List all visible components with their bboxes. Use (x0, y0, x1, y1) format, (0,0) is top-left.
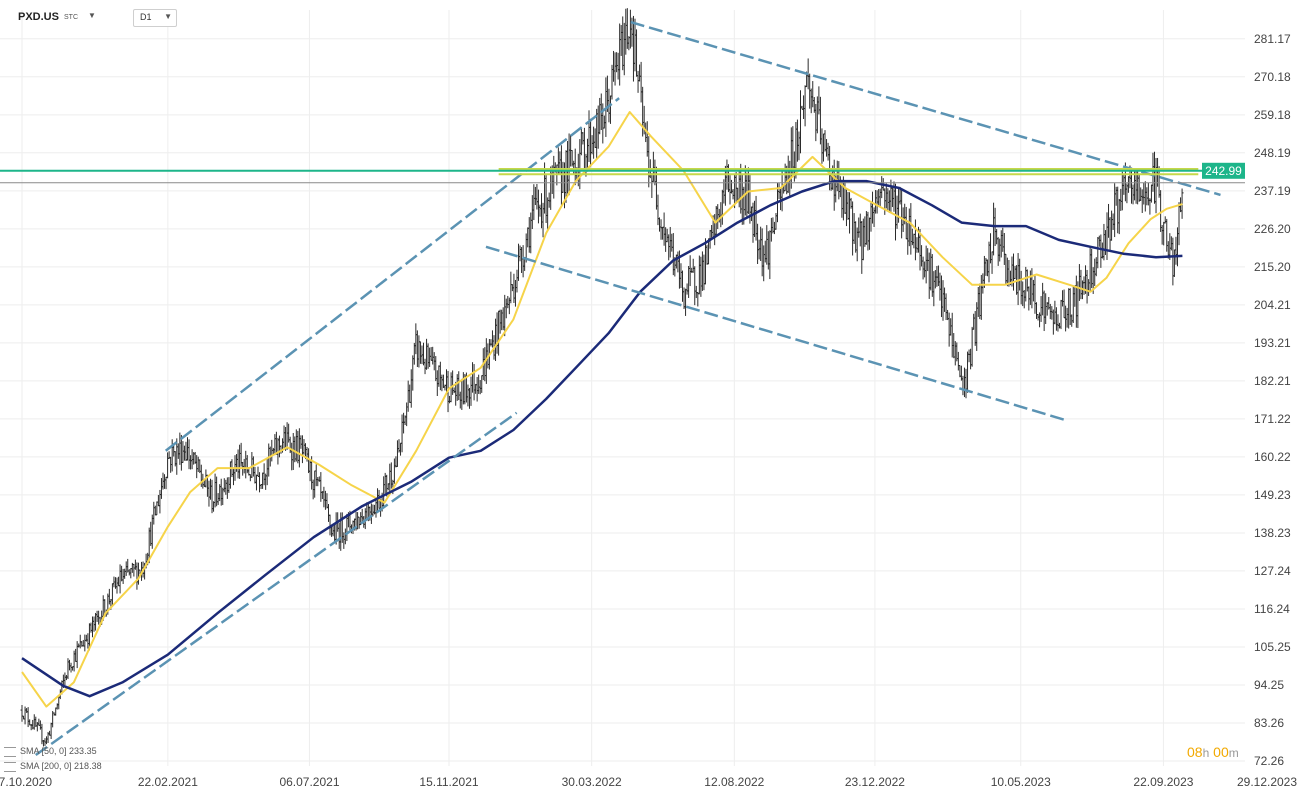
indicator-legend-sma200[interactable]: SMA [200, 0] 218.38 (4, 761, 102, 772)
countdown-hours: 08 (1187, 744, 1203, 760)
y-tick-label: 281.17 (1254, 32, 1291, 46)
timeframe-value: D1 (140, 12, 152, 22)
y-tick-label: 116.24 (1254, 602, 1290, 616)
indicator-icon (4, 746, 16, 757)
symbol-market: STC (64, 14, 78, 21)
sma50-line (21, 111, 1183, 708)
y-tick-label: 72.26 (1254, 754, 1284, 768)
trendline-descending-upper[interactable] (630, 20, 1221, 197)
y-tick-label: 193.21 (1254, 336, 1291, 350)
y-tick-label: 226.20 (1254, 222, 1291, 236)
timeframe-select[interactable]: D1 ▼ (133, 9, 177, 27)
x-tick-label: 22.02.2021 (138, 775, 198, 789)
y-tick-label: 248.19 (1254, 146, 1291, 160)
chart-grid (0, 10, 1268, 766)
indicator-legend-sma50[interactable]: SMA [50, 0] 233.35 (4, 746, 97, 757)
x-tick-label: 22.09.2023 (1133, 775, 1193, 789)
sma200-line (21, 179, 1183, 698)
symbol-name[interactable]: PXD.US (18, 11, 59, 23)
y-tick-label: 160.22 (1254, 450, 1291, 464)
x-tick-label: 06.07.2021 (279, 775, 339, 789)
chevron-down-icon[interactable]: ▼ (88, 11, 96, 20)
price-bar (20, 705, 24, 722)
price-axis-background (1245, 0, 1314, 799)
chevron-down-icon: ▼ (164, 12, 172, 21)
trendline-channel-lower[interactable] (35, 411, 518, 757)
y-tick-label: 171.22 (1254, 412, 1291, 426)
trendline-channel-upper[interactable] (164, 97, 620, 452)
x-tick-label: 07.10.2020 (0, 775, 52, 789)
y-tick-label: 105.25 (1254, 640, 1291, 654)
countdown-minutes: 00 (1213, 744, 1229, 760)
price-bars (20, 8, 1184, 747)
y-tick-label: 215.20 (1254, 260, 1291, 274)
y-tick-label: 259.18 (1254, 108, 1291, 122)
indicator-value: 218.38 (74, 761, 102, 771)
level-badge (1202, 162, 1245, 179)
y-tick-label: 127.24 (1254, 564, 1291, 578)
x-tick-label: 15.11.2021 (419, 775, 478, 789)
candle-countdown: 08h 00m (1187, 744, 1239, 760)
indicator-value: 233.35 (69, 746, 97, 756)
y-tick-label: 149.23 (1254, 488, 1291, 502)
level-label: 242.99 (1205, 164, 1242, 178)
x-tick-label: 30.03.2022 (562, 775, 622, 789)
price-axis[interactable]: 281.17 270.18 259.18 248.19 237.19 226.20 215.… (1245, 0, 1314, 799)
y-tick-label: 182.21 (1254, 374, 1291, 388)
countdown-hours-unit: h (1202, 746, 1210, 760)
moving-averages (21, 111, 1183, 708)
x-tick-label: 29.12.2023 (1237, 775, 1297, 789)
trendline-descending-lower[interactable] (485, 245, 1065, 421)
y-tick-label: 83.26 (1254, 716, 1284, 730)
trendlines (35, 20, 1221, 757)
countdown-minutes-unit: m (1228, 746, 1239, 760)
y-tick-label: 204.21 (1254, 298, 1291, 312)
y-tick-label: 94.25 (1254, 678, 1284, 692)
x-tick-label: 23.12.2022 (845, 775, 905, 789)
y-tick-label: 270.18 (1254, 70, 1291, 84)
time-axis[interactable]: 07.10.2020 22.02.2021 06.07.2021 15.11.2021… (0, 775, 1297, 789)
x-tick-label: 12.08.2022 (704, 775, 764, 789)
indicator-label: SMA [200, 0] (20, 761, 72, 771)
indicator-icon (4, 761, 16, 772)
x-tick-label: 10.05.2023 (991, 775, 1051, 789)
y-tick-label: 138.23 (1254, 526, 1291, 540)
y-tick-label: 237.19 (1254, 184, 1291, 198)
indicator-label: SMA [50, 0] (20, 746, 67, 756)
chart-toolbar: PXD.US STC ▼ D1 ▼ (0, 0, 1245, 27)
